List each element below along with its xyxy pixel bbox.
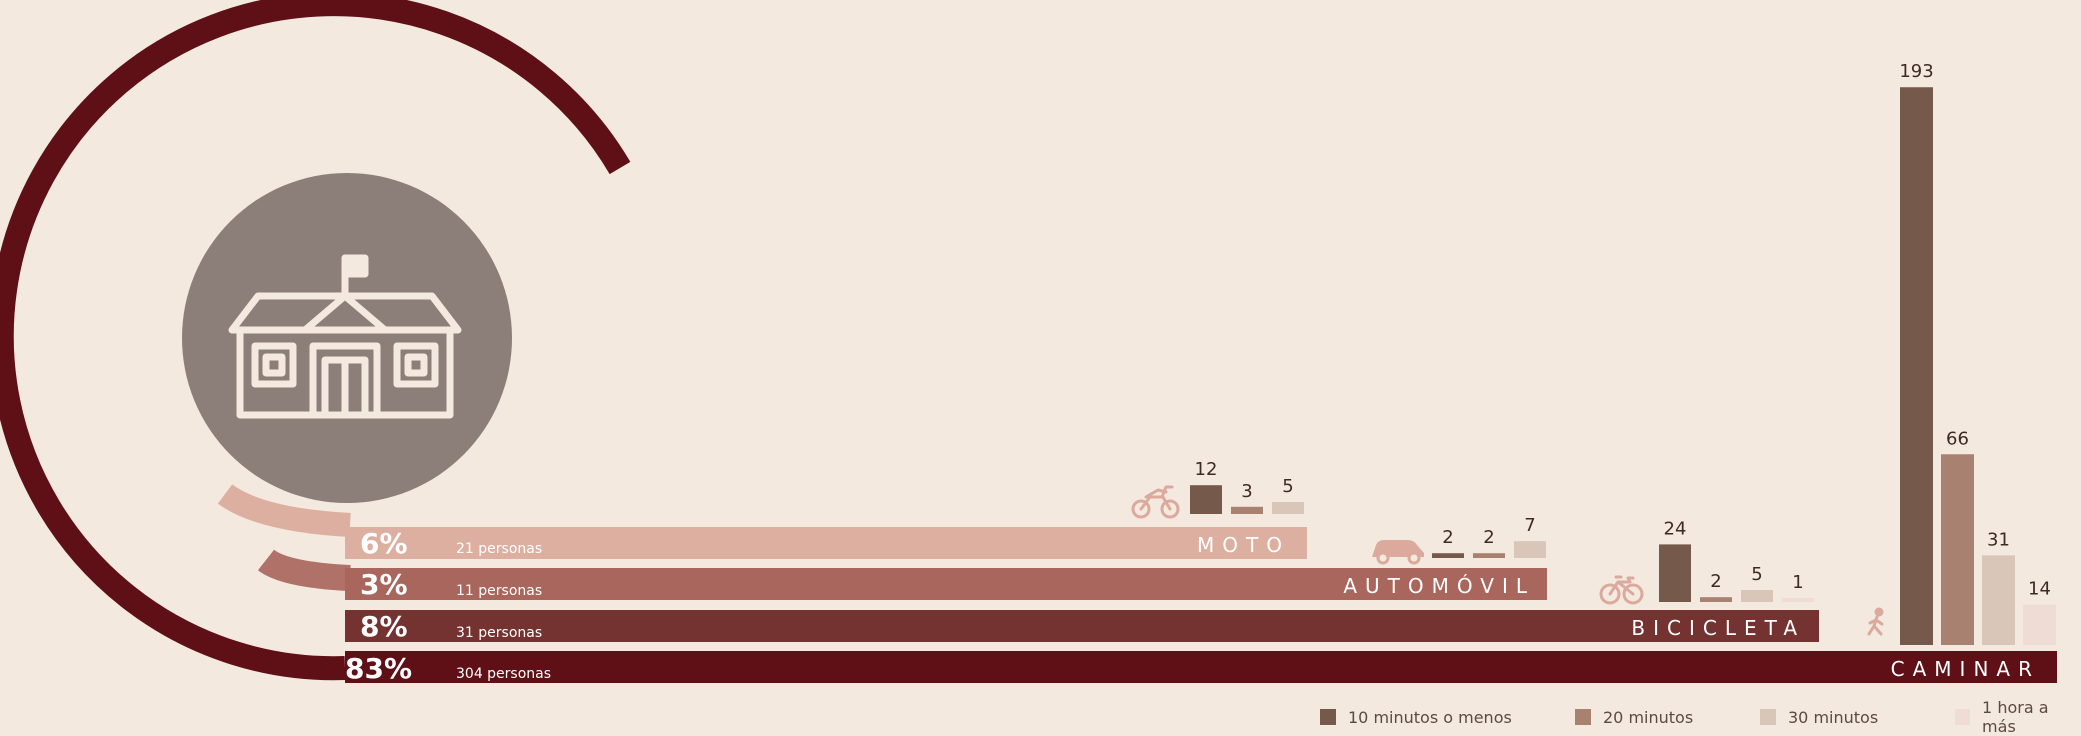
legend-label-60: 1 hora a más [1982, 698, 2049, 736]
caminar-bar [345, 651, 2057, 683]
bicicleta-duration-bar-3 [1782, 598, 1814, 602]
bicicleta-duration-value-3: 1 [1792, 572, 1803, 593]
bicicleta-duration-bar-1 [1700, 597, 1732, 602]
walking-person-icon [1867, 607, 1884, 636]
duration-bars: 12 3 5 2 2 7 24 2 5 1 193 66 31 14 [1190, 61, 2056, 646]
automovil-duration-value-0: 2 [1442, 527, 1453, 548]
bicicleta-duration-value-0: 24 [1664, 518, 1687, 539]
caminar-duration-bar-1 [1941, 454, 1974, 645]
automovil-label: AUTOMÓVIL [1343, 574, 1535, 598]
moto-duration-bar-0 [1190, 485, 1222, 514]
moto-duration-value-0: 12 [1195, 459, 1218, 480]
bicicleta-duration-bar-0 [1659, 544, 1691, 602]
moto-people: 21 personas [456, 541, 542, 557]
bicicleta-label: BICICLETA [1631, 616, 1805, 640]
caminar-label: CAMINAR [1891, 657, 2040, 681]
legend-label-30: 30 minutos [1788, 707, 1879, 727]
automovil-bar [345, 568, 1547, 600]
moto-arc [217, 484, 351, 537]
bicicleta-percent: 8% [360, 610, 408, 643]
bicicleta-bar [345, 610, 1819, 642]
bicicleta-duration-value-1: 2 [1710, 571, 1721, 592]
legend-swatch-20 [1575, 709, 1591, 725]
legend-item-30: 30 minutos [1760, 707, 1878, 727]
legend-item-60: 1 hora a más [1955, 698, 2081, 736]
moto-duration-bar-2 [1272, 502, 1304, 514]
legend-item-10: 10 minutos o menos [1320, 707, 1512, 727]
automovil-duration-value-2: 7 [1524, 515, 1535, 536]
car-icon [1372, 540, 1424, 565]
caminar-duration-bar-3 [2023, 604, 2056, 645]
legend-swatch-30 [1760, 709, 1776, 725]
caminar-arc [0, 0, 631, 681]
caminar-duration-value-0: 193 [1899, 61, 1933, 82]
motorcycle-icon [1131, 485, 1180, 519]
moto-percent: 6% [360, 527, 408, 560]
automovil-duration-bar-0 [1432, 553, 1464, 558]
bicycle-icon [1599, 575, 1644, 605]
caminar-duration-bar-0 [1900, 87, 1933, 646]
bicicleta-duration-bar-2 [1741, 590, 1773, 602]
legend-item-20: 20 minutos [1575, 707, 1693, 727]
legend-swatch-60 [1955, 709, 1971, 725]
moto-label: MOTO [1197, 533, 1290, 557]
caminar-duration-value-2: 31 [1987, 529, 2010, 550]
moto-duration-value-1: 3 [1241, 481, 1252, 502]
caminar-duration-bar-2 [1982, 555, 2015, 645]
bicicleta-people: 31 personas [456, 625, 542, 641]
automovil-percent: 3% [360, 568, 408, 601]
automovil-duration-value-1: 2 [1483, 527, 1494, 548]
moto-duration-value-2: 5 [1282, 476, 1293, 497]
caminar-duration-value-3: 14 [2028, 579, 2051, 600]
caminar-percent: 83% [345, 652, 412, 685]
automovil-duration-bar-2 [1514, 541, 1546, 558]
legend-label-10: 10 minutos o menos [1348, 707, 1512, 727]
bicicleta-duration-value-2: 5 [1751, 564, 1762, 585]
automovil-arc [257, 549, 351, 591]
automovil-duration-bar-1 [1473, 553, 1505, 558]
moto-bar [345, 527, 1307, 559]
caminar-duration-value-1: 66 [1946, 428, 1969, 449]
legend-label-20: 20 minutos [1603, 707, 1694, 727]
school-house-icon [228, 254, 462, 419]
school-circle [182, 173, 512, 503]
legend-swatch-10 [1320, 709, 1336, 725]
automovil-people: 11 personas [456, 583, 542, 599]
caminar-people: 304 personas [456, 666, 551, 682]
moto-duration-bar-1 [1231, 506, 1263, 514]
